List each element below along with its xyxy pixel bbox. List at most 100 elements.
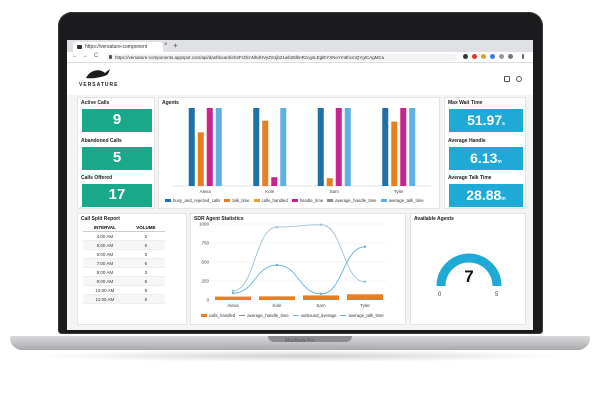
table-row: 8:00 AM 3 bbox=[83, 267, 165, 277]
bar-talk_time-tyler[interactable] bbox=[391, 121, 398, 186]
call-split-table: INTERVAL VOLUME 4:00 AM 2 5:00 AM 6 6:00 AM 3… bbox=[83, 224, 165, 304]
volume-cell: 9 bbox=[126, 285, 165, 295]
point-average_talk_time[interactable] bbox=[363, 245, 367, 248]
agents-panel: Agents Alexa Kole Sam Tyler busy_and_reject… bbox=[158, 97, 440, 209]
extension-cloud-icon[interactable] bbox=[490, 54, 495, 59]
legend-swatch bbox=[291, 199, 298, 203]
legend-item[interactable]: average_talk_time bbox=[380, 198, 424, 203]
volume-cell: 2 bbox=[126, 231, 165, 241]
bar-calls-handled-tyler[interactable] bbox=[347, 294, 383, 300]
device-label: MacBook Pro bbox=[284, 338, 315, 344]
bar-average_talk_time-sam[interactable] bbox=[344, 108, 351, 186]
reload-icon[interactable]: C bbox=[94, 53, 99, 59]
average-talk-title: Average Talk Time bbox=[448, 175, 492, 181]
bar-handle_time-alexa[interactable] bbox=[206, 108, 213, 186]
line-average_handle_time[interactable] bbox=[232, 224, 366, 292]
legend-item[interactable]: handle_time bbox=[291, 198, 323, 203]
table-row: 5:00 AM 6 bbox=[83, 240, 165, 250]
bar-busy_and_rejected_calls-sam[interactable] bbox=[317, 108, 324, 186]
menu-dots-icon[interactable] bbox=[522, 54, 524, 59]
interval-cell: 11:00 AM bbox=[83, 294, 127, 304]
active-calls-card: 9 bbox=[82, 109, 152, 132]
legend-swatch bbox=[224, 199, 231, 203]
new-tab-icon[interactable]: + bbox=[173, 41, 178, 50]
legend-label: busy_and_rejected_calls bbox=[173, 198, 221, 203]
legend-item[interactable]: calls_handled bbox=[253, 198, 288, 203]
agents-bar-chart: Alexa Kole Sam Tyler bbox=[173, 108, 431, 194]
legend-label: average_talk_time bbox=[348, 313, 384, 318]
y-tick-label: 500 bbox=[201, 260, 209, 265]
extension-bell-icon[interactable] bbox=[481, 54, 486, 59]
y-tick-label: 0 bbox=[206, 298, 209, 303]
agents-legend: busy_and_rejected_calls talk_time calls_ha… bbox=[165, 198, 428, 203]
legend-swatch bbox=[165, 199, 171, 203]
close-tab-icon[interactable]: × bbox=[164, 42, 168, 48]
extension-icon[interactable] bbox=[463, 54, 468, 59]
address-bar-row: ← → C https://versature-components.appsp… bbox=[67, 52, 533, 63]
bar-calls-handled-alexa[interactable] bbox=[215, 296, 251, 300]
bar-talk_time-kole[interactable] bbox=[262, 120, 269, 186]
legend-item[interactable]: average_handle_time bbox=[327, 198, 377, 203]
agents-title: Agents bbox=[162, 100, 179, 106]
extension-opera-icon[interactable] bbox=[472, 54, 477, 59]
line-average_talk_time[interactable] bbox=[232, 246, 366, 295]
volume-header: VOLUME bbox=[126, 224, 165, 232]
interval-cell: 5:00 AM bbox=[83, 240, 127, 250]
y-tick-label: 750 bbox=[201, 241, 209, 246]
favicon-icon bbox=[77, 45, 82, 49]
bar-average_talk_time-tyler[interactable] bbox=[409, 108, 416, 186]
table-row: 6:00 AM 3 bbox=[83, 249, 165, 259]
right-kpi-panel: Max Wait Time 51.97s Average Handle 6.13… bbox=[444, 97, 526, 209]
x-tick-label: Tyler bbox=[360, 303, 370, 308]
sdr-title: SDR Agent Statistics bbox=[194, 216, 244, 222]
legend-item[interactable]: outbound_average bbox=[292, 313, 336, 318]
brand-name: VERSATURE bbox=[79, 82, 119, 88]
bar-average_talk_time-alexa[interactable] bbox=[215, 108, 222, 186]
bar-talk_time-alexa[interactable] bbox=[197, 132, 204, 186]
point-average_handle_time[interactable] bbox=[319, 223, 323, 226]
average-talk-value: 28.88 bbox=[466, 187, 502, 203]
settings-icon[interactable] bbox=[516, 76, 522, 82]
browser-tab[interactable]: https://versature-component bbox=[73, 42, 163, 52]
volume-cell: 5 bbox=[126, 276, 165, 286]
legend-item[interactable]: average_talk_time bbox=[340, 313, 384, 318]
point-average_handle_time[interactable] bbox=[275, 225, 279, 229]
table-row: 7:00 AM 6 bbox=[83, 258, 165, 268]
legend-item[interactable]: calls_handled bbox=[201, 313, 235, 318]
volume-cell: 6 bbox=[126, 240, 165, 250]
bar-calls-handled-kole[interactable] bbox=[259, 296, 295, 300]
point-average_talk_time[interactable] bbox=[319, 292, 323, 296]
forward-icon[interactable]: → bbox=[82, 53, 88, 59]
bar-handle_time-tyler[interactable] bbox=[400, 108, 407, 186]
laptop-notch bbox=[268, 336, 352, 342]
bar-busy_and_rejected_calls-tyler[interactable] bbox=[382, 108, 389, 186]
max-wait-value-row: 51.97s bbox=[449, 109, 523, 135]
bar-average_talk_time-kole[interactable] bbox=[280, 108, 287, 186]
bar-calls-handled-sam[interactable] bbox=[303, 295, 339, 300]
bar-handle_time-kole[interactable] bbox=[271, 177, 278, 186]
point-average_talk_time[interactable] bbox=[275, 263, 279, 267]
user-icon[interactable] bbox=[504, 76, 510, 82]
app-header: VERSATURE bbox=[67, 63, 533, 95]
dashboard-content: Active Calls 9 Abandoned Calls 5 Calls O… bbox=[67, 95, 533, 330]
legend-item[interactable]: talk_time bbox=[224, 198, 250, 203]
legend-item[interactable]: average_handle_time bbox=[239, 313, 289, 318]
bar-talk_time-sam[interactable] bbox=[326, 178, 333, 186]
point-average_talk_time[interactable] bbox=[231, 291, 235, 295]
average-talk-value-row: 28.88m bbox=[449, 184, 523, 210]
url-field[interactable]: https://versature-components.appspot.com… bbox=[107, 54, 457, 61]
sdr-panel: SDR Agent Statistics 0 250 500 750 1000 Alexa… bbox=[190, 213, 406, 325]
back-icon[interactable]: ← bbox=[72, 53, 78, 59]
abandoned-calls-value: 5 bbox=[112, 149, 122, 166]
bar-busy_and_rejected_calls-kole[interactable] bbox=[253, 108, 260, 186]
legend-item[interactable]: busy_and_rejected_calls bbox=[165, 198, 220, 203]
extension-gray-icon[interactable] bbox=[499, 54, 504, 59]
legend-swatch bbox=[201, 314, 207, 318]
bar-busy_and_rejected_calls-alexa[interactable] bbox=[188, 108, 195, 186]
point-average_handle_time[interactable] bbox=[363, 280, 367, 283]
screen: https://versature-component × + ← → C ht… bbox=[67, 40, 533, 330]
bar-handle_time-sam[interactable] bbox=[335, 108, 342, 186]
extension-shield-icon[interactable] bbox=[508, 54, 513, 59]
point-average_handle_time[interactable] bbox=[231, 289, 235, 293]
